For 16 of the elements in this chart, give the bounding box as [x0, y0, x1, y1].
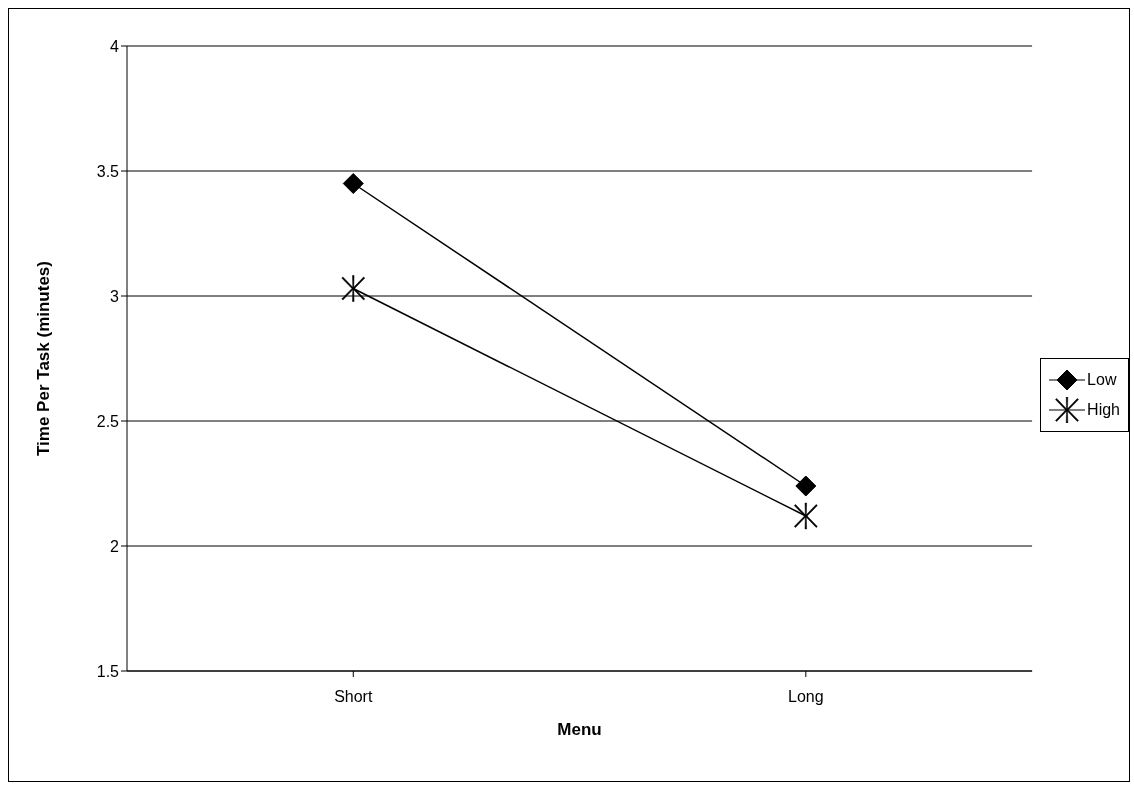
- x-tick-label: Long: [788, 688, 824, 706]
- y-tick-label: 2.5: [96, 412, 120, 430]
- point: [795, 475, 817, 497]
- y-tick-label: 3.5: [96, 162, 120, 180]
- x-axis-title: Menu: [557, 720, 602, 739]
- point: [342, 173, 364, 194]
- y-tick-label: 1.5: [96, 662, 120, 680]
- y-tick-label: 4: [110, 37, 120, 55]
- x-tick-label: Short: [334, 688, 373, 706]
- legend-label: Low: [1087, 371, 1117, 389]
- y-axis-title: Time Per Task (minutes): [34, 261, 54, 456]
- legend-label: High: [1087, 401, 1120, 419]
- y-tick-label: 3: [110, 287, 120, 305]
- y-tick-label: 2: [110, 537, 120, 555]
- point: [341, 275, 366, 302]
- point: [794, 502, 818, 530]
